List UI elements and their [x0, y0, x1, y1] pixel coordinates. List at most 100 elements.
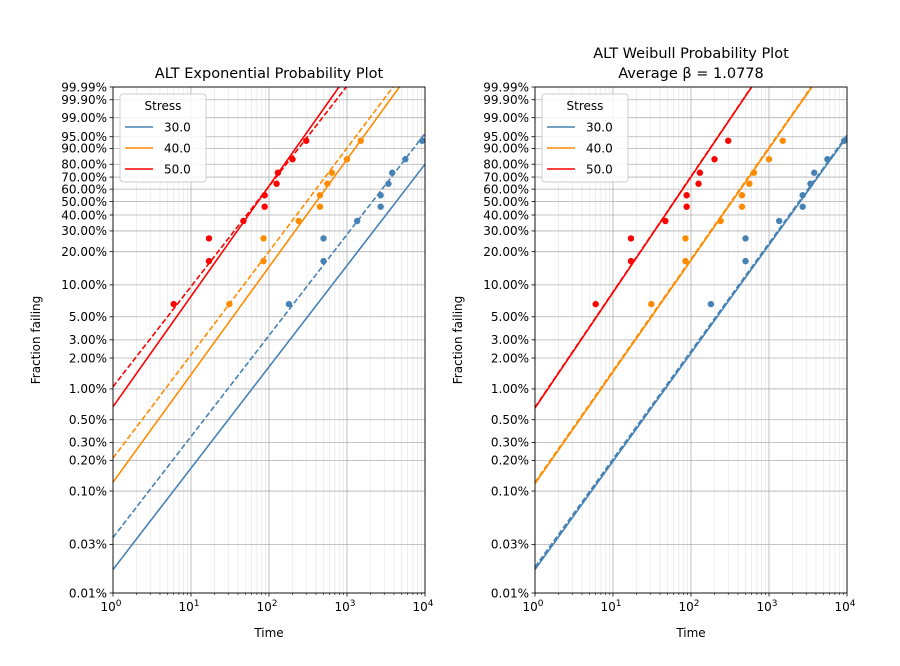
y-axis: 0.01% 0.03% 0.10% 0.20% 0.30% 0.50% 1.00% 2.00%… [451, 80, 535, 600]
fit-line-dashed [113, 87, 347, 388]
legend-box [119, 93, 207, 183]
fit-line-dashed [535, 134, 847, 568]
y-tick-label: 5.00% [69, 310, 107, 324]
legend: Stress 30.0 40.0 50.0 [119, 93, 207, 183]
data-point [295, 217, 302, 225]
legend-title: Stress [567, 99, 604, 113]
legend-title: Stress [145, 99, 182, 113]
x-tick-label: 102 [678, 599, 699, 614]
y-tick-label: 99.00% [61, 111, 107, 125]
y-tick-label: 10.00% [61, 278, 107, 292]
series-40-0 [113, 87, 401, 483]
data-point [205, 257, 213, 265]
y-tick-label: 50.00% [61, 195, 107, 209]
data-point [353, 217, 361, 225]
data-point [742, 257, 749, 265]
y-tick-label: 0.30% [491, 436, 529, 450]
y-tick-label: 30.00% [61, 224, 107, 238]
data-point [260, 235, 267, 242]
data-point [682, 235, 689, 242]
series-30-0 [535, 134, 847, 570]
series-50-0 [113, 87, 347, 408]
plot-area [113, 87, 425, 570]
data-point [807, 180, 814, 187]
data-point [260, 257, 267, 265]
data-point [261, 203, 268, 210]
y-tick-label: 0.03% [491, 538, 529, 552]
legend: Stress 30.0 40.0 50.0 [541, 93, 629, 183]
y-tick-label: 70.00% [61, 170, 107, 184]
data-point [711, 156, 718, 163]
x-axis: 100 101 102 103 104 Time [522, 593, 856, 640]
x-tick-label: 100 [100, 599, 121, 614]
x-axis: 100 101 102 103 104 Time [100, 593, 434, 640]
x-tick-label: 104 [412, 599, 433, 614]
data-point [316, 203, 324, 210]
data-point [261, 192, 268, 199]
data-point [170, 300, 177, 308]
data-point [765, 156, 773, 163]
y-tick-label: 99.99% [61, 80, 107, 94]
data-point [385, 180, 392, 187]
y-tick-label: 0.50% [491, 413, 529, 427]
data-point [683, 192, 690, 199]
data-point [240, 217, 247, 225]
y-axis: 0.01% 0.03% 0.10% 0.20% 0.30% 0.50% 1.00% 2.00%… [29, 80, 113, 600]
y-tick-label: 0.50% [69, 413, 107, 427]
y-tick-label: 95.00% [483, 130, 529, 144]
y-tick-label: 0.01% [491, 586, 529, 600]
x-tick-label: 101 [178, 599, 199, 614]
y-tick-label: 0.20% [69, 454, 107, 468]
data-point [811, 169, 818, 176]
x-tick-label: 103 [756, 599, 777, 614]
y-tick-label: 10.00% [483, 278, 529, 292]
y-tick-label: 40.00% [483, 208, 529, 222]
y-tick-label: 60.00% [61, 182, 107, 196]
y-tick-label: 20.00% [483, 245, 529, 259]
data-point [320, 235, 327, 242]
data-point [377, 203, 384, 210]
y-tick-label: 70.00% [483, 170, 529, 184]
y-tick-label: 3.00% [491, 333, 529, 347]
x-tick-label: 101 [600, 599, 621, 614]
y-tick-label: 30.00% [483, 224, 529, 238]
plot-area [535, 87, 847, 570]
data-point [316, 192, 324, 199]
y-tick-label: 0.10% [491, 484, 529, 498]
data-point [273, 180, 280, 187]
fit-line [113, 87, 340, 408]
data-point [717, 217, 724, 225]
data-point [418, 137, 425, 144]
y-tick-label: 99.00% [483, 111, 529, 125]
y-tick-label: 0.01% [69, 586, 107, 600]
data-point [750, 169, 758, 176]
data-point [303, 137, 310, 144]
data-point [328, 169, 336, 176]
data-point [662, 217, 669, 225]
y-tick-label: 80.00% [61, 158, 107, 172]
x-tick-label: 103 [334, 599, 355, 614]
y-tick-label: 99.99% [483, 80, 529, 94]
legend-label: 50.0 [586, 162, 613, 176]
data-point [592, 300, 599, 308]
y-tick-label: 80.00% [483, 158, 529, 172]
y-tick-label: 50.00% [483, 195, 529, 209]
chart-2: 100 101 102 103 104Time0.01%0.03%0.10%0.20%0… [451, 46, 856, 640]
data-point [746, 180, 753, 187]
data-point [357, 137, 364, 144]
y-tick-label: 2.00% [491, 351, 529, 365]
chart-subtitle: Average β = 1.0778 [618, 66, 764, 82]
data-point [695, 180, 702, 187]
y-axis-label: Fraction failing [451, 296, 465, 385]
y-tick-label: 99.90% [61, 93, 107, 107]
data-point [738, 192, 746, 199]
data-point [696, 169, 704, 176]
fit-line-dashed [113, 87, 394, 459]
data-point [627, 257, 635, 265]
x-tick-label: 102 [256, 599, 277, 614]
y-tick-label: 0.20% [491, 454, 529, 468]
legend-label: 30.0 [164, 120, 191, 134]
y-tick-label: 99.90% [483, 93, 529, 107]
fit-line [535, 87, 753, 409]
chart-title: ALT Weibull Probability Plot [593, 46, 789, 62]
